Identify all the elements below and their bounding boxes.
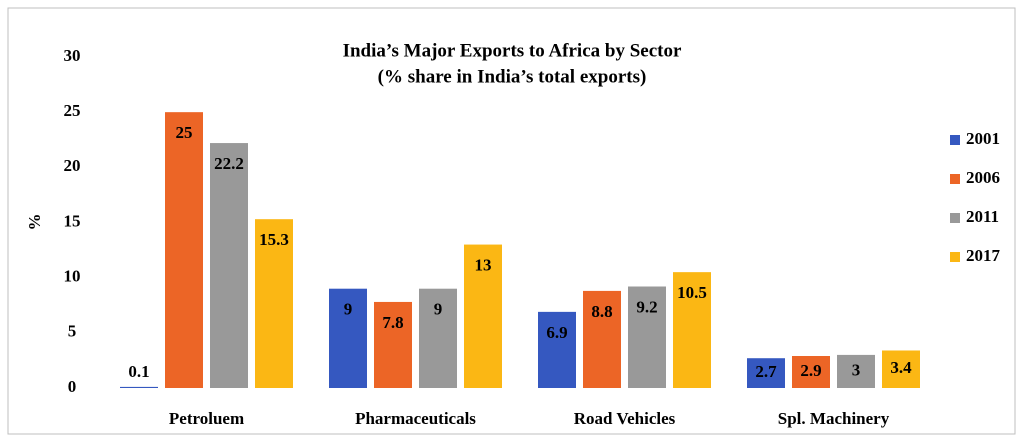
data-label: 8.8 [591, 302, 612, 321]
y-tick-label: 0 [68, 377, 77, 396]
data-label: 22.2 [214, 154, 244, 173]
bar [882, 350, 920, 388]
legend-label: 2001 [966, 129, 1000, 148]
bar [583, 290, 621, 388]
data-label: 0.1 [128, 362, 149, 381]
bar [673, 272, 711, 388]
bar [120, 386, 158, 388]
bar [210, 143, 248, 388]
data-label: 13 [475, 255, 492, 274]
legend-swatch [950, 174, 960, 184]
data-label: 10.5 [677, 283, 707, 302]
bar [464, 244, 502, 388]
data-label: 3 [852, 360, 861, 379]
y-tick-label: 10 [64, 267, 81, 286]
legend-swatch [950, 213, 960, 223]
y-tick-label: 30 [64, 46, 81, 65]
data-label: 9 [344, 300, 353, 319]
legend-swatch [950, 135, 960, 145]
bar [628, 286, 666, 388]
legend-label: 2006 [966, 168, 1000, 187]
data-label: 3.4 [890, 358, 912, 377]
legend-swatch [950, 252, 960, 262]
y-tick-label: 25 [64, 101, 81, 120]
bar [792, 356, 830, 388]
x-tick-label: Pharmaceuticals [355, 409, 476, 428]
data-label: 15.3 [259, 230, 289, 249]
bar [165, 112, 203, 389]
chart-title: India’s Major Exports to Africa by Secto… [343, 40, 682, 61]
legend-label: 2017 [966, 246, 1001, 265]
data-label: 6.9 [546, 323, 567, 342]
legend-label: 2011 [966, 207, 999, 226]
y-tick-label: 5 [68, 322, 77, 341]
bar [837, 354, 875, 388]
y-axis-label: % [25, 214, 44, 231]
data-label: 2.7 [755, 362, 777, 381]
bar [747, 358, 785, 388]
data-label: 9 [434, 300, 443, 319]
chart-subtitle: (% share in India’s total exports) [378, 66, 647, 87]
bar [255, 219, 293, 388]
y-tick-label: 15 [64, 211, 81, 230]
bar [374, 301, 412, 388]
x-tick-label: Spl. Machinery [778, 409, 890, 428]
bar [538, 311, 576, 388]
data-label: 2.9 [800, 361, 821, 380]
bar [419, 288, 457, 388]
data-label: 9.2 [636, 297, 657, 316]
x-tick-label: Road Vehicles [574, 409, 676, 428]
x-tick-label: Petroluem [169, 409, 244, 428]
data-label: 7.8 [382, 313, 403, 332]
data-label: 25 [176, 123, 193, 142]
y-tick-label: 20 [64, 156, 81, 175]
bar [329, 288, 367, 388]
